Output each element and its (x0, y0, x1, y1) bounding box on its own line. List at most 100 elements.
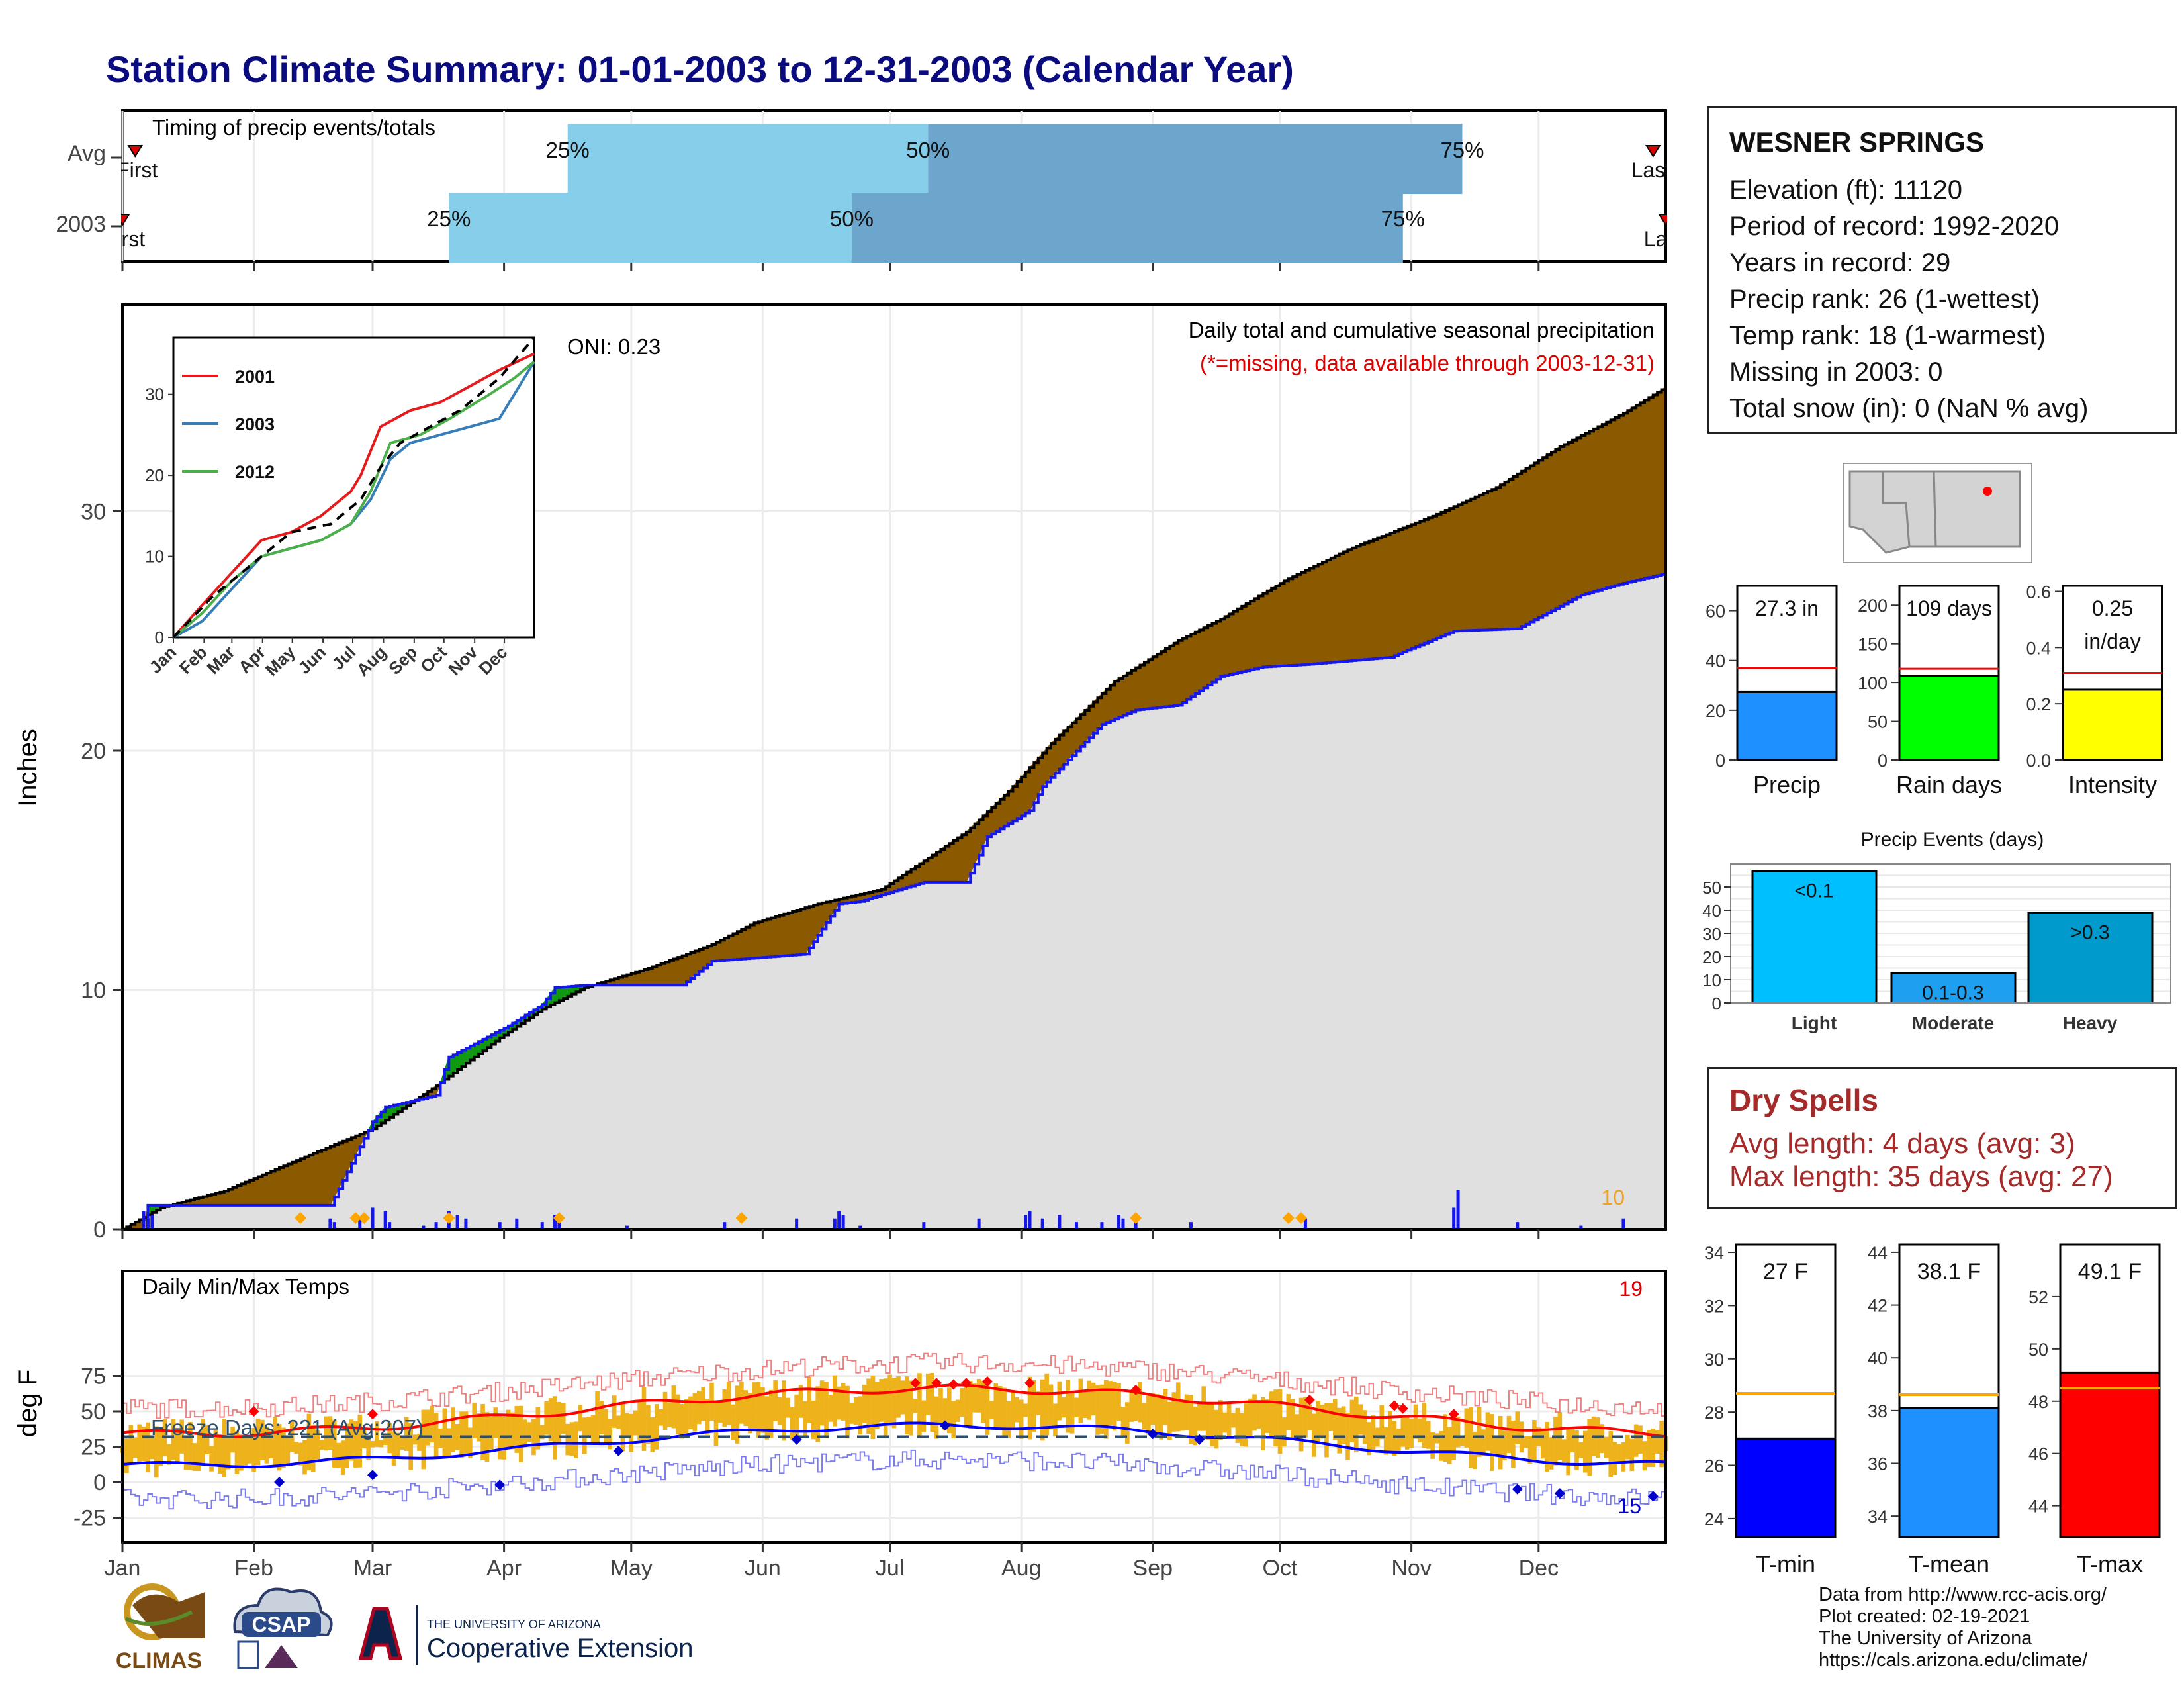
deficit-area (1466, 498, 1471, 632)
locator-map (1843, 463, 2032, 563)
daily-temp-range-bar (798, 1385, 803, 1418)
daily-temp-range-bar (1286, 1394, 1291, 1430)
missing-marker (1130, 1212, 1142, 1224)
daily-temp-range-bar (1485, 1412, 1490, 1451)
daily-temp-range-bar (731, 1404, 735, 1440)
daily-temp-range-bar (1587, 1419, 1592, 1476)
station-info-box: WESNER SPRINGS Elevation (ft): 11120 Per… (1707, 106, 2177, 434)
daily-temp-range-bar (391, 1431, 396, 1466)
record-low-marker (274, 1477, 285, 1487)
daily-temp-range-bar (1252, 1394, 1257, 1431)
daily-temp-range-bar (976, 1378, 981, 1413)
deficit-area (1144, 659, 1149, 710)
inset-legend-label: 2003 (235, 414, 275, 434)
deficit-area (1568, 439, 1573, 602)
daily-temp-range-bar (183, 1436, 189, 1470)
daily-temp-range-bar (268, 1430, 273, 1459)
daily-temp-range-bar (264, 1427, 269, 1464)
events-category-label: Moderate (1912, 1013, 1994, 1033)
events-ytick-label: 50 (1702, 878, 1721, 898)
events-bar-label: <0.1 (1794, 880, 1833, 902)
summary-ytick-label: 100 (1858, 673, 1888, 693)
daily-temp-range-bar (1303, 1397, 1308, 1438)
daily-temp-range-bar (179, 1419, 184, 1454)
station-period: Period of record: 1992-2020 (1729, 212, 2060, 241)
daily-temp-range-bar (938, 1387, 943, 1424)
daily-temp-range-bar (854, 1397, 858, 1425)
deficit-area (1635, 402, 1641, 581)
deficit-area (1402, 526, 1408, 653)
dry-spells-max: Max length: 35 days (avg: 27) (1729, 1160, 2113, 1193)
timing-mask-right (1667, 111, 1681, 269)
daily-temp-range-bar (1154, 1393, 1160, 1436)
record-high-marker (248, 1406, 259, 1417)
deficit-area (1644, 397, 1649, 579)
daily-temp-range-bar (171, 1419, 176, 1460)
daily-temp-range-bar (197, 1434, 201, 1471)
record-low-marker (939, 1420, 950, 1431)
temp-bar-ytick-label: 34 (1868, 1507, 1888, 1526)
deficit-area (1203, 625, 1208, 689)
daily-temp-range-bar (684, 1399, 689, 1436)
deficit-area (1445, 508, 1450, 635)
daily-temp-range-bar (1082, 1390, 1087, 1419)
daily-temp-range-bar (1087, 1380, 1092, 1420)
deficit-area (1148, 656, 1154, 709)
daily-temp-range-bar (1210, 1401, 1214, 1446)
daily-precip-bar (841, 1215, 845, 1229)
daily-temp-range-bar (879, 1378, 884, 1422)
precip-ylabel: Inches (13, 729, 42, 807)
temp-bar-t-mean (1898, 1407, 2000, 1538)
daily-temp-range-bar (675, 1394, 680, 1434)
deficit-area (1500, 481, 1506, 630)
deficit-area (800, 907, 805, 955)
deficit-area (1589, 428, 1594, 594)
deficit-area (1355, 544, 1361, 661)
deficit-area (962, 831, 967, 883)
record-high-marker (1304, 1394, 1315, 1405)
daily-temp-range-bar (349, 1419, 354, 1461)
daily-temp-range-bar (1248, 1398, 1253, 1436)
daily-temp-range-bar (896, 1376, 901, 1418)
daily-temp-range-bar (412, 1434, 418, 1445)
daily-temp-range-bar (595, 1391, 600, 1445)
temp-bar-label: T-mean (1909, 1550, 1989, 1577)
events-bar-label: >0.3 (2070, 922, 2109, 944)
daily-temp-range-bar (633, 1410, 638, 1436)
daily-temp-range-bar (841, 1383, 846, 1421)
deficit-area (1415, 520, 1420, 647)
summary-bar-value-unit: in/day (2084, 630, 2140, 653)
timing-bar-q25-q50 (449, 193, 852, 263)
daily-temp-range-bar (782, 1380, 786, 1441)
deficit-area (1275, 583, 1281, 667)
daily-temp-range-bar (1629, 1438, 1635, 1472)
daily-temp-range-bar (1142, 1403, 1147, 1430)
summary-ytick-label: 150 (1858, 635, 1888, 655)
deficit-area (1584, 430, 1590, 594)
daily-temp-range-bar (964, 1380, 969, 1426)
station-elevation: Elevation (ft): 11120 (1729, 175, 1963, 205)
missing-marker (358, 1212, 371, 1224)
temp-xtick-label: Aug (1001, 1556, 1042, 1581)
daily-temp-range-bar (586, 1417, 592, 1438)
missing-marker (553, 1212, 565, 1224)
deficit-area (1385, 532, 1391, 659)
daily-temp-range-bar (862, 1384, 867, 1423)
deficit-area (1330, 555, 1336, 663)
daily-precip-bar (332, 1222, 336, 1229)
deficit-area (1246, 600, 1251, 671)
timing-pct-label: 25% (427, 207, 471, 231)
inset-legend-label: 2001 (235, 367, 275, 387)
deficit-area (1135, 664, 1141, 711)
daily-temp-range-bar (1184, 1394, 1189, 1430)
deficit-area (1152, 653, 1158, 709)
daily-precip-bar (498, 1222, 502, 1229)
deficit-area (1292, 574, 1298, 666)
deficit-area (1619, 412, 1624, 585)
daily-temp-range-bar (1057, 1381, 1062, 1421)
credit-university: The University of Arizona (1819, 1628, 2032, 1649)
daily-precip-bar (1456, 1190, 1460, 1229)
daily-temp-range-bar (1490, 1414, 1494, 1471)
deficit-area (304, 1154, 310, 1206)
temp-ytick-label: 50 (81, 1399, 106, 1425)
